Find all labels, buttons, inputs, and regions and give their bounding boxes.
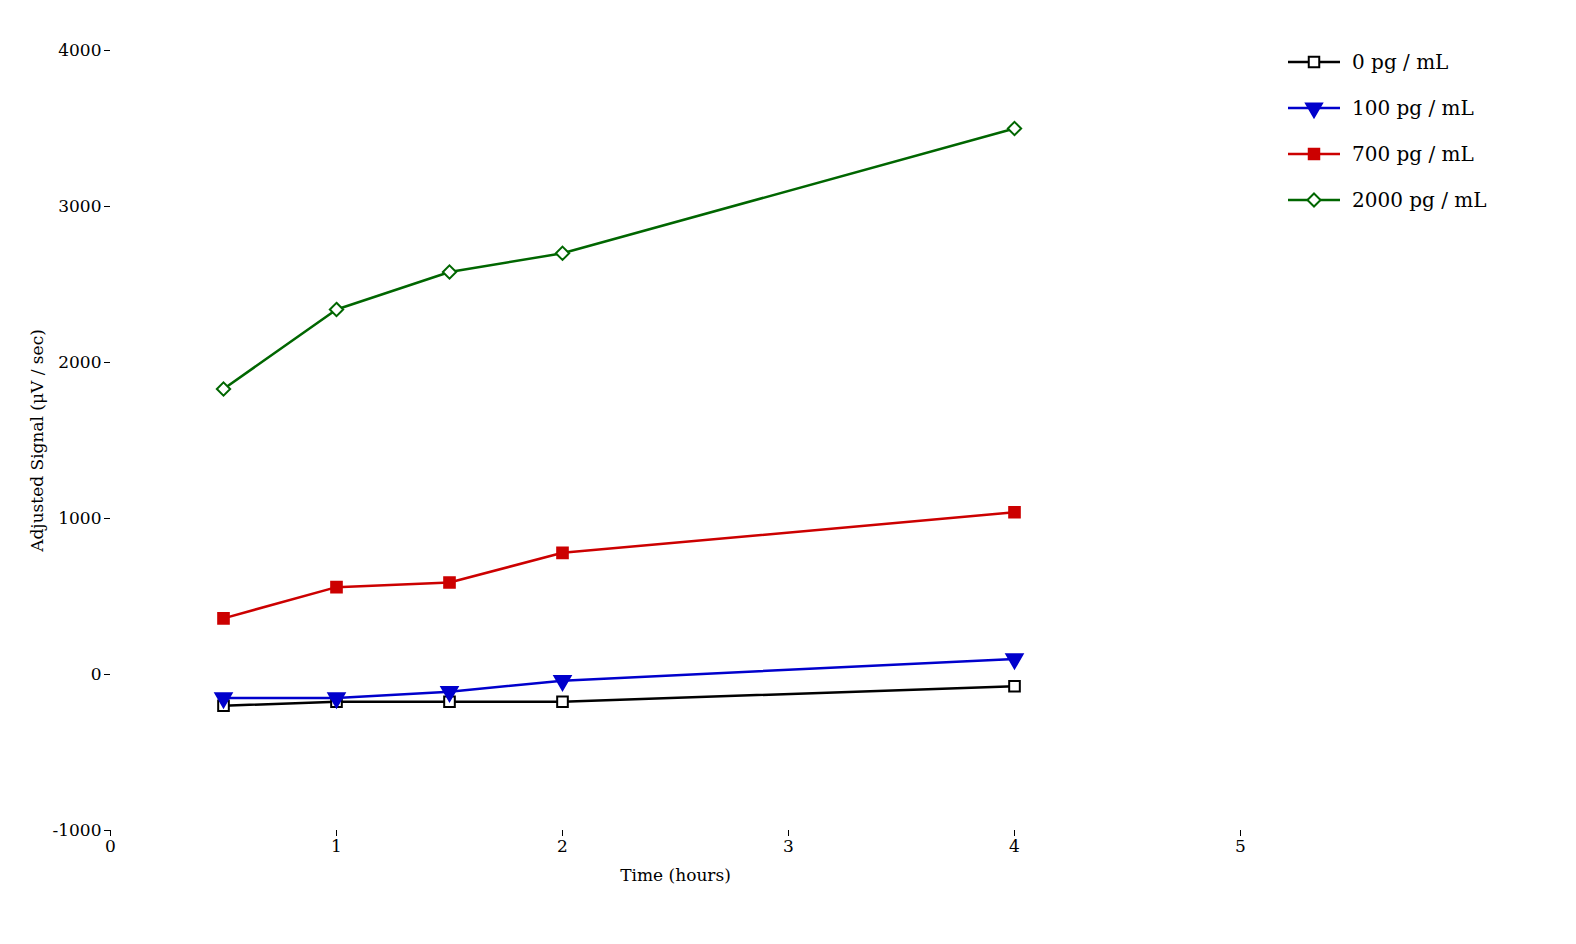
- svg-text:-1000: -1000: [52, 820, 101, 840]
- svg-text:0: 0: [105, 836, 116, 856]
- html-text:700 pg / mL: 700 pg / mL: [1352, 142, 1474, 166]
- svg-text:Time (hours): Time (hours): [620, 865, 731, 885]
- svg-text:1: 1: [331, 836, 342, 856]
- svg-text:3000: 3000: [58, 196, 101, 216]
- svg-text:2000: 2000: [58, 352, 101, 372]
- svg-text:Adjusted Signal (μV / sec): Adjusted Signal (μV / sec): [27, 329, 47, 553]
- svg-text:2: 2: [557, 836, 568, 856]
- svg-text:4: 4: [1009, 836, 1020, 856]
- svg-text:3: 3: [783, 836, 794, 856]
- html-text:0 pg / mL: 0 pg / mL: [1352, 50, 1449, 74]
- svg-text:0: 0: [91, 664, 102, 684]
- html-text:100 pg / mL: 100 pg / mL: [1352, 96, 1474, 120]
- svg-text:1000: 1000: [58, 508, 101, 528]
- html-text:2000 pg / mL: 2000 pg / mL: [1352, 188, 1487, 212]
- svg-text:4000: 4000: [58, 40, 101, 60]
- svg-text:5: 5: [1235, 836, 1246, 856]
